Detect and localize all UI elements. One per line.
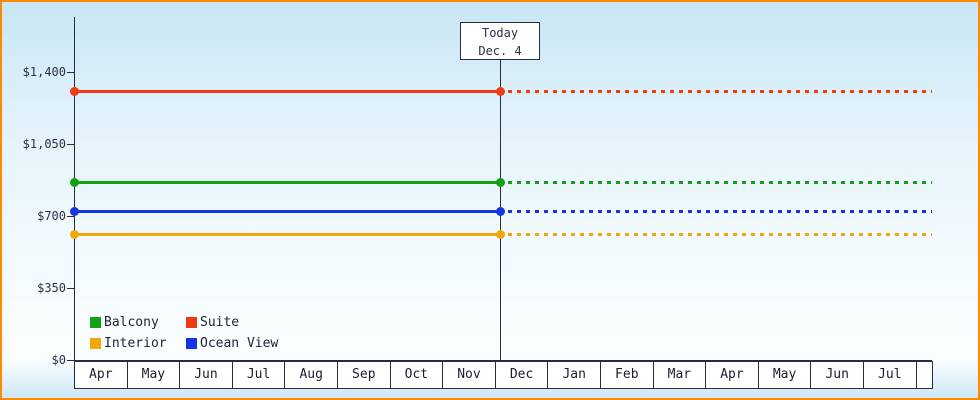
month-cell-feb-10: Feb [600,361,654,389]
x-axis-line [74,360,932,361]
y-axis-tick-label: $1,050 [22,137,66,151]
y-axis-tick-label: $0 [51,353,66,367]
today-label: Today [481,26,519,40]
y-axis-tick-mark [67,288,74,289]
series-forecast-interior [508,233,932,236]
legend-label: Ocean View [200,335,279,351]
month-cell-oct-6: Oct [389,361,444,389]
legend-item-balcony: Balcony [90,312,186,332]
series-line-suite [74,90,501,94]
legend-swatch-icon [186,337,197,349]
month-cell-jun-2: Jun [179,361,233,389]
series-marker-start-interior [69,230,79,239]
legend-item-interior: Interior [90,333,186,353]
series-marker-start-suite [69,87,79,97]
series-marker-today-ocean-view [495,207,505,217]
month-cell-may-13: May [757,361,812,389]
series-marker-start-ocean-view [69,207,79,217]
month-cell-partial [915,361,933,389]
legend: Balcony Suite Interior Ocean View [90,312,278,353]
legend-label: Interior [104,335,167,351]
y-axis-tick-label: $700 [37,209,66,223]
y-axis-tick-label: $350 [37,281,66,295]
month-cell-may-1: May [126,361,181,389]
month-cell-jan-9: Jan [547,361,601,389]
series-marker-today-interior [495,230,505,239]
series-forecast-balcony [508,180,932,184]
month-cell-apr-12: Apr [705,361,759,389]
y-axis-line [74,17,75,360]
series-line-interior [74,233,501,236]
today-annotation-box: Today Dec. 4 [460,22,541,60]
y-axis-tick-mark [67,216,74,217]
month-cell-aug-4: Aug [284,361,338,389]
series-line-balcony [74,180,501,184]
legend-swatch-icon [90,337,101,349]
legend-item-ocean-view: Ocean View [186,333,278,353]
month-cell-nov-7: Nov [442,361,496,389]
y-axis-tick-mark [67,144,74,145]
legend-swatch-icon [186,316,197,328]
legend-label: Balcony [104,314,159,330]
month-cell-dec-8: Dec [494,361,549,389]
y-axis-tick-mark [67,360,74,361]
legend-label: Suite [200,314,240,330]
today-date: Dec. 4 [478,44,522,58]
month-cell-jul-3: Jul [231,361,286,389]
month-cell-jul-15: Jul [863,361,917,389]
y-axis-tick-label: $1,400 [22,65,66,79]
month-cell-sep-5: Sep [337,361,391,389]
series-line-ocean-view [74,210,501,214]
series-marker-start-balcony [69,177,79,187]
y-axis-tick-mark [67,72,74,73]
legend-swatch-icon [90,316,101,328]
series-forecast-suite [508,90,932,94]
legend-item-suite: Suite [186,312,278,332]
series-forecast-ocean-view [508,210,932,214]
series-marker-today-suite [495,87,505,97]
month-cell-jun-14: Jun [810,361,864,389]
series-marker-today-balcony [495,177,505,187]
month-cell-mar-11: Mar [652,361,707,389]
month-cell-apr-0: Apr [74,361,128,389]
